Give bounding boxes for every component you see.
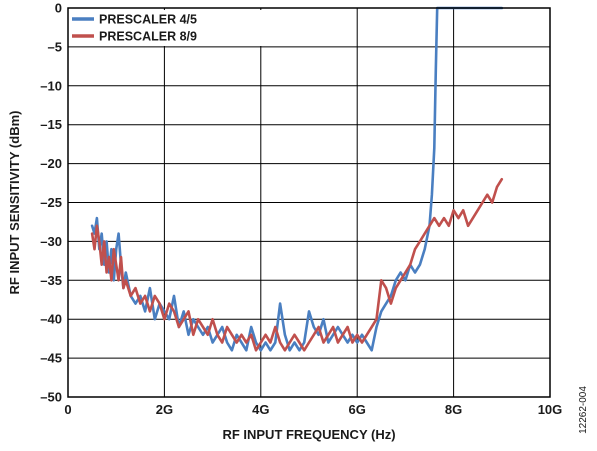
y-tick-label: –10 bbox=[40, 78, 62, 93]
grid-lines bbox=[67, 7, 551, 398]
y-tick-label: –40 bbox=[40, 312, 62, 327]
y-tick-label: –50 bbox=[40, 390, 62, 405]
x-tick-label: 10G bbox=[538, 402, 563, 417]
x-axis-ticks: 0 2G 4G 6G 8G 10G bbox=[64, 402, 562, 417]
y-tick-label: –5 bbox=[48, 39, 62, 54]
y-axis-title: RF INPUT SENSITIVITY (dBm) bbox=[7, 111, 22, 295]
y-tick-label: –35 bbox=[40, 273, 62, 288]
y-tick-label: 0 bbox=[55, 1, 62, 16]
x-tick-label: 2G bbox=[156, 402, 173, 417]
y-tick-label: –25 bbox=[40, 195, 62, 210]
y-tick-label: –15 bbox=[40, 117, 62, 132]
y-tick-label: –30 bbox=[40, 234, 62, 249]
x-tick-label: 4G bbox=[252, 402, 269, 417]
y-tick-label: –45 bbox=[40, 351, 62, 366]
legend-box bbox=[70, 10, 270, 46]
series-line-prescaler-8-9 bbox=[90, 177, 504, 352]
legend-label-prescaler-8-9: PRESCALER 8/9 bbox=[99, 30, 197, 44]
figure-id: 12262-004 bbox=[578, 386, 589, 434]
x-tick-label: 0 bbox=[64, 402, 71, 417]
plot-frame bbox=[67, 7, 551, 398]
x-tick-label: 6G bbox=[349, 402, 366, 417]
legend-label-prescaler-4-5: PRESCALER 4/5 bbox=[99, 13, 197, 27]
y-tick-label: –20 bbox=[40, 156, 62, 171]
series-lines bbox=[90, 6, 504, 352]
legend: PRESCALER 4/5 PRESCALER 8/9 bbox=[70, 10, 270, 46]
y-axis-ticks: 0 –5 –10 –15 –20 –25 –30 –35 –40 –45 –50 bbox=[40, 1, 62, 405]
x-tick-label: 8G bbox=[445, 402, 462, 417]
x-axis-title: RF INPUT FREQUENCY (Hz) bbox=[222, 427, 395, 442]
